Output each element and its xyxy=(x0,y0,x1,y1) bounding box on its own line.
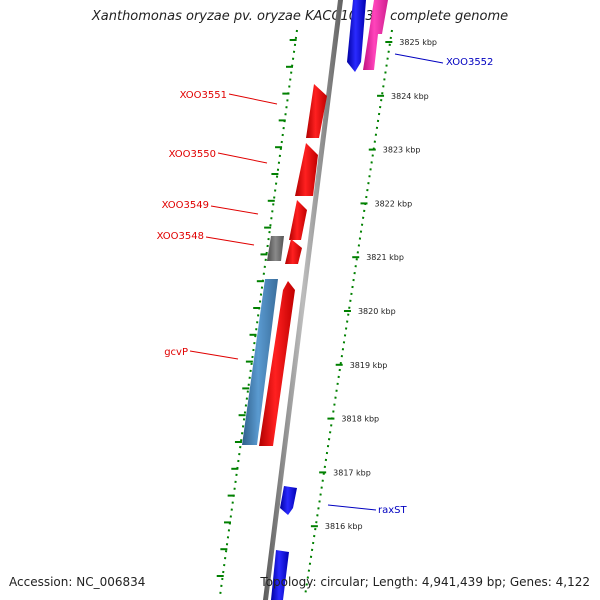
feature-blue-bottom xyxy=(271,550,289,600)
gene-xoo3548-red xyxy=(285,239,302,264)
feature-steel-gcvp xyxy=(242,279,278,445)
ruler-label: 3818 kbp xyxy=(341,415,379,424)
label-xoo3550: XOO3550 xyxy=(169,149,216,160)
leader-raxst xyxy=(327,504,377,511)
feature-raxst xyxy=(280,486,297,515)
label-xoo3548: XOO3548 xyxy=(157,231,204,242)
genome-backbone xyxy=(263,0,343,600)
ruler-label: 3819 kbp xyxy=(350,361,388,370)
ruler-label: 3825 kbp xyxy=(399,38,437,47)
gene-gcvp xyxy=(259,281,295,446)
ruler-label: 3823 kbp xyxy=(383,146,421,155)
label-xoo3552: XOO3552 xyxy=(446,57,493,68)
label-gcvp: gcvP xyxy=(164,347,188,358)
ruler-label: 3824 kbp xyxy=(391,92,429,101)
ruler-label: 3817 kbp xyxy=(333,468,371,477)
kbp-ruler: 3825 kbp 3824 kbp 3823 kbp 3822 kbp 3821 kbp… xyxy=(310,38,437,531)
feature-pink-xoo3552 xyxy=(363,0,388,70)
ruler-label: 3816 kbp xyxy=(325,522,363,531)
gene-xoo3551 xyxy=(306,84,327,138)
leader-gcvp xyxy=(189,350,239,360)
inner-tick-marks xyxy=(216,39,297,577)
topology-text: Topology: circular; Length: 4,941,439 bp… xyxy=(260,575,590,589)
gene-xoo3550 xyxy=(295,143,318,196)
leader-xoo3549 xyxy=(210,205,259,215)
leader-xoo3552 xyxy=(394,53,444,64)
outer-dotted-ring xyxy=(304,29,393,597)
ruler-label: 3820 kbp xyxy=(358,307,396,316)
gene-xoo3549 xyxy=(289,200,307,240)
ruler-label: 3822 kbp xyxy=(375,199,413,208)
feature-blue-top xyxy=(347,0,366,72)
map-title: Xanthomonas oryzae pv. oryzae KACC10331,… xyxy=(91,9,509,24)
ruler-label: 3821 kbp xyxy=(366,253,404,262)
label-xoo3551: XOO3551 xyxy=(180,90,227,101)
leader-xoo3550 xyxy=(217,152,268,164)
label-raxst: raxST xyxy=(378,505,408,516)
inner-dotted-ring xyxy=(219,29,298,597)
feature-xoo3548-gray xyxy=(267,236,284,261)
label-xoo3549: XOO3549 xyxy=(162,200,209,211)
leader-xoo3548 xyxy=(205,236,255,246)
leader-xoo3551 xyxy=(228,93,278,105)
accession-text: Accession: NC_006834 xyxy=(9,575,146,589)
